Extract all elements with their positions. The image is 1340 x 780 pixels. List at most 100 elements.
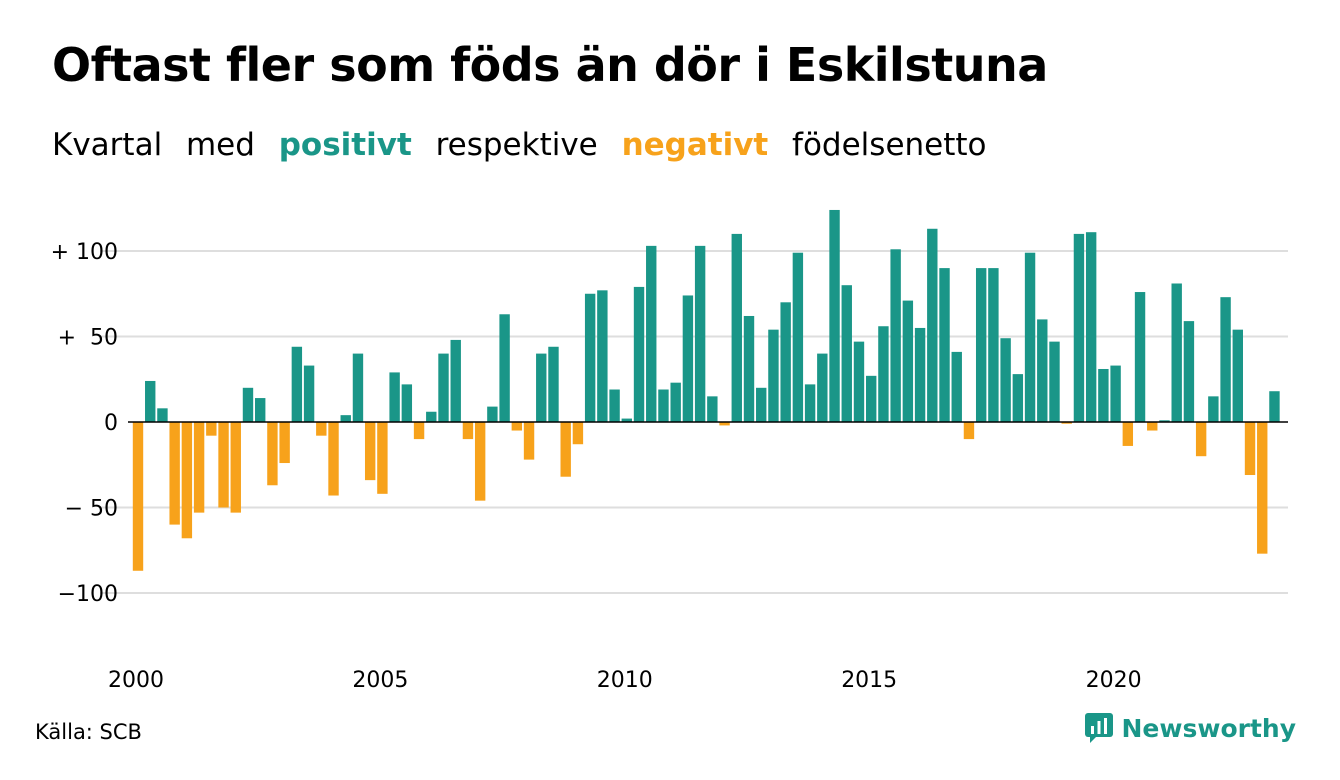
bar [768,329,779,422]
subtitle-positive-label: positivt [278,127,412,163]
bar [1195,422,1207,457]
chart-title: Oftast fler som föds än dör i Eskilstuna [52,38,1048,92]
bar [866,375,877,422]
source-note: Källa: SCB [35,720,142,744]
bar [914,327,926,422]
bar [1208,396,1219,422]
bar [694,245,706,422]
bar [646,245,657,422]
bar [1147,422,1158,431]
bar [817,353,828,422]
bar [364,422,376,481]
bar [939,268,950,422]
x-tick-label: 2020 [1086,668,1142,693]
bar [841,285,852,422]
bar [572,422,584,445]
y-tick-label: + 50 [58,326,118,351]
bar [853,341,865,422]
bar [829,209,840,422]
subtitle-negative-label: negativt [621,127,769,163]
bar [1134,292,1146,422]
bar [1073,233,1085,422]
x-tick-label: 2015 [841,668,897,693]
bar [1232,329,1243,422]
bar [719,422,730,426]
bar [499,314,510,422]
bar [1183,321,1195,422]
bar [560,422,571,477]
bar [609,389,620,422]
y-tick-label: − 50 [65,497,118,522]
bar [1049,341,1060,422]
bar [242,387,254,422]
bar [1098,368,1109,422]
bar [963,422,975,440]
bar [303,365,315,422]
bar [218,422,229,508]
bar [462,422,474,440]
bar [621,418,632,422]
bar [206,422,217,436]
bar [731,233,742,422]
bar-chart-speech-bubble-icon [1084,713,1113,743]
brand-name: Newsworthy [1121,713,1297,743]
bar [401,384,413,422]
x-tick-label: 2010 [597,668,653,693]
subtitle-kvartal: Kvartal [52,127,163,163]
bar [340,415,351,422]
bar [951,351,962,422]
bar [1269,391,1280,422]
bar [548,346,559,422]
bar [169,422,180,525]
bar [352,353,364,422]
bar [1012,374,1024,422]
chart-subtitle: Kvartal med positivt respektive negativt… [52,127,1000,163]
bar [267,422,278,486]
bar [132,422,144,571]
bar [682,295,694,422]
bar [584,293,596,422]
bar [658,389,669,422]
bar [536,353,547,422]
bar [1061,422,1072,424]
bar [157,408,168,422]
bar [1159,420,1170,422]
subtitle-med: med [185,127,255,163]
bar [255,398,266,422]
bar [377,422,388,494]
bar [804,384,816,422]
subtitle-respektive: respektive [435,127,598,163]
bar [523,422,535,460]
bar [1085,232,1097,422]
bar [487,406,498,422]
bar [890,249,901,422]
bar [145,380,156,422]
bar [756,387,767,422]
bar [1220,297,1231,422]
bar [707,396,718,422]
bar [230,422,241,513]
subtitle-fodelsenetto: födelsenetto [792,127,987,163]
bar [927,228,938,422]
bar [413,422,425,440]
bar [792,252,804,422]
bar [279,422,290,464]
bar [181,422,193,539]
x-tick-label: 2000 [108,668,164,693]
bar [780,302,791,422]
bar [743,315,755,422]
bar [450,339,461,422]
bar [511,422,523,431]
x-axis-labels: 2000 2005 2010 2015 2020 [108,668,1142,693]
bar [975,268,987,422]
bar [633,286,645,422]
bar [1257,422,1268,554]
bar [438,353,449,422]
bar [328,422,339,496]
bar [988,268,999,422]
x-tick-label: 2005 [352,668,408,693]
bar [1122,422,1134,446]
y-tick-label: 0 [104,411,118,436]
bars [132,209,1280,571]
